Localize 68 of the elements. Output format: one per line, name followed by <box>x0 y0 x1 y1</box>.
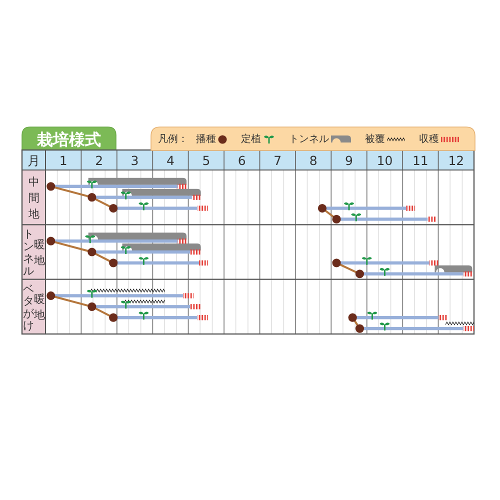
point <box>88 302 96 311</box>
point <box>380 322 390 331</box>
bar <box>406 206 416 211</box>
bar <box>190 304 201 310</box>
point <box>109 313 118 322</box>
x-tick-label: 4 <box>166 153 175 168</box>
point <box>86 180 97 188</box>
bar <box>197 206 208 211</box>
point <box>362 257 372 265</box>
point <box>46 182 56 191</box>
x-tick-label: 9 <box>345 153 354 168</box>
legend-label: 播種 <box>196 133 216 145</box>
bar <box>178 184 187 189</box>
chart-title: 栽培様式 <box>36 130 101 149</box>
point <box>120 246 131 254</box>
y-tick-label: 中間地 <box>27 175 40 220</box>
point <box>355 324 364 333</box>
x-tick-label: 12 <box>448 153 464 168</box>
point <box>138 257 149 265</box>
x-tick-label: 10 <box>376 153 393 168</box>
bar <box>428 216 437 222</box>
bar <box>190 249 201 255</box>
legend-label: 被覆 <box>365 133 385 145</box>
point <box>88 193 96 202</box>
x-tick-label: 8 <box>309 153 318 168</box>
bar <box>192 194 201 200</box>
point <box>138 202 149 210</box>
legend-label: トンネル <box>289 134 329 145</box>
x-tick-label: 5 <box>202 153 210 168</box>
point <box>351 213 362 222</box>
bar <box>463 271 472 276</box>
category-label: 暖地ベタがけ <box>22 282 45 332</box>
point <box>46 291 56 300</box>
x-tick-label: 3 <box>130 153 139 168</box>
point <box>344 202 354 210</box>
bar <box>463 326 474 332</box>
point <box>380 268 390 276</box>
point <box>120 300 131 309</box>
x-tick-label: 1 <box>59 153 68 168</box>
point <box>120 191 131 200</box>
x-tick-label: 11 <box>412 153 428 168</box>
x-axis-title: 月 <box>27 153 40 168</box>
point <box>367 312 378 320</box>
bar <box>429 260 438 266</box>
point <box>332 258 341 268</box>
bar <box>199 260 208 266</box>
point <box>86 290 97 298</box>
bar <box>182 293 194 298</box>
x-tick-label: 6 <box>238 153 246 168</box>
point <box>46 236 56 246</box>
point <box>85 235 96 244</box>
legend-label: 収穫 <box>419 133 439 145</box>
point <box>318 204 327 213</box>
x-tick-label: 7 <box>274 153 282 168</box>
point <box>109 258 118 268</box>
legend-label: 定植 <box>241 133 261 145</box>
bar <box>438 315 448 320</box>
point <box>332 214 341 224</box>
point <box>348 313 357 322</box>
category-label: 暖地トンネル <box>22 228 45 278</box>
point <box>138 312 149 320</box>
point <box>355 270 364 278</box>
point <box>109 204 118 213</box>
legend-title: 凡例： <box>158 134 188 145</box>
bar <box>178 238 187 244</box>
point <box>88 248 96 256</box>
x-tick-label: 2 <box>95 153 104 168</box>
bar <box>197 315 208 320</box>
